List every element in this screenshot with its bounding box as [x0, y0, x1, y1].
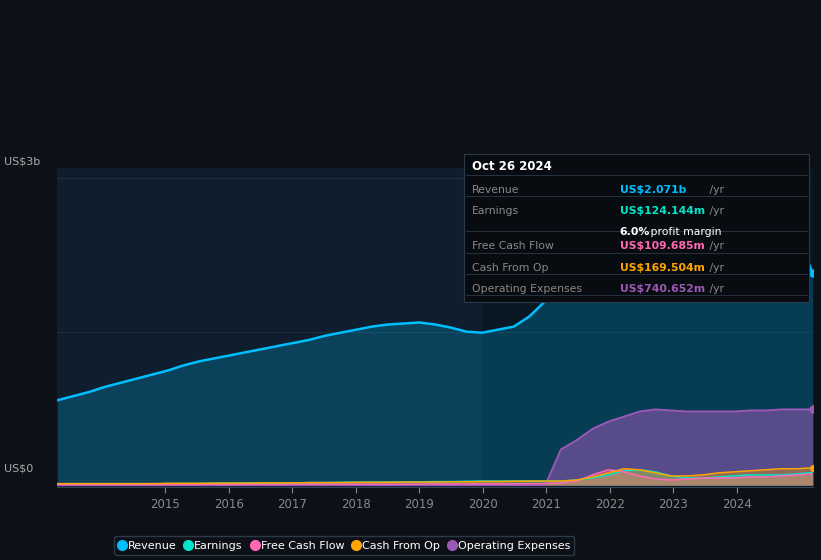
- Text: US$740.652m: US$740.652m: [620, 284, 705, 294]
- Text: US$169.504m: US$169.504m: [620, 263, 704, 273]
- Text: Earnings: Earnings: [472, 206, 519, 216]
- Text: US$124.144m: US$124.144m: [620, 206, 705, 216]
- Text: 6.0%: 6.0%: [620, 227, 650, 237]
- Text: Oct 26 2024: Oct 26 2024: [472, 160, 552, 172]
- Text: /yr: /yr: [706, 284, 724, 294]
- Legend: Revenue, Earnings, Free Cash Flow, Cash From Op, Operating Expenses: Revenue, Earnings, Free Cash Flow, Cash …: [114, 536, 575, 555]
- Text: Operating Expenses: Operating Expenses: [472, 284, 582, 294]
- Text: Revenue: Revenue: [472, 185, 520, 195]
- Text: US$3b: US$3b: [4, 157, 40, 167]
- Text: Cash From Op: Cash From Op: [472, 263, 548, 273]
- Text: /yr: /yr: [706, 185, 724, 195]
- Text: US$2.071b: US$2.071b: [620, 185, 686, 195]
- Text: /yr: /yr: [706, 263, 724, 273]
- Text: US$0: US$0: [4, 463, 34, 473]
- Text: profit margin: profit margin: [647, 227, 722, 237]
- Text: /yr: /yr: [706, 241, 724, 251]
- Text: Free Cash Flow: Free Cash Flow: [472, 241, 554, 251]
- Bar: [483, 168, 813, 487]
- Text: /yr: /yr: [706, 206, 724, 216]
- Text: US$109.685m: US$109.685m: [620, 241, 704, 251]
